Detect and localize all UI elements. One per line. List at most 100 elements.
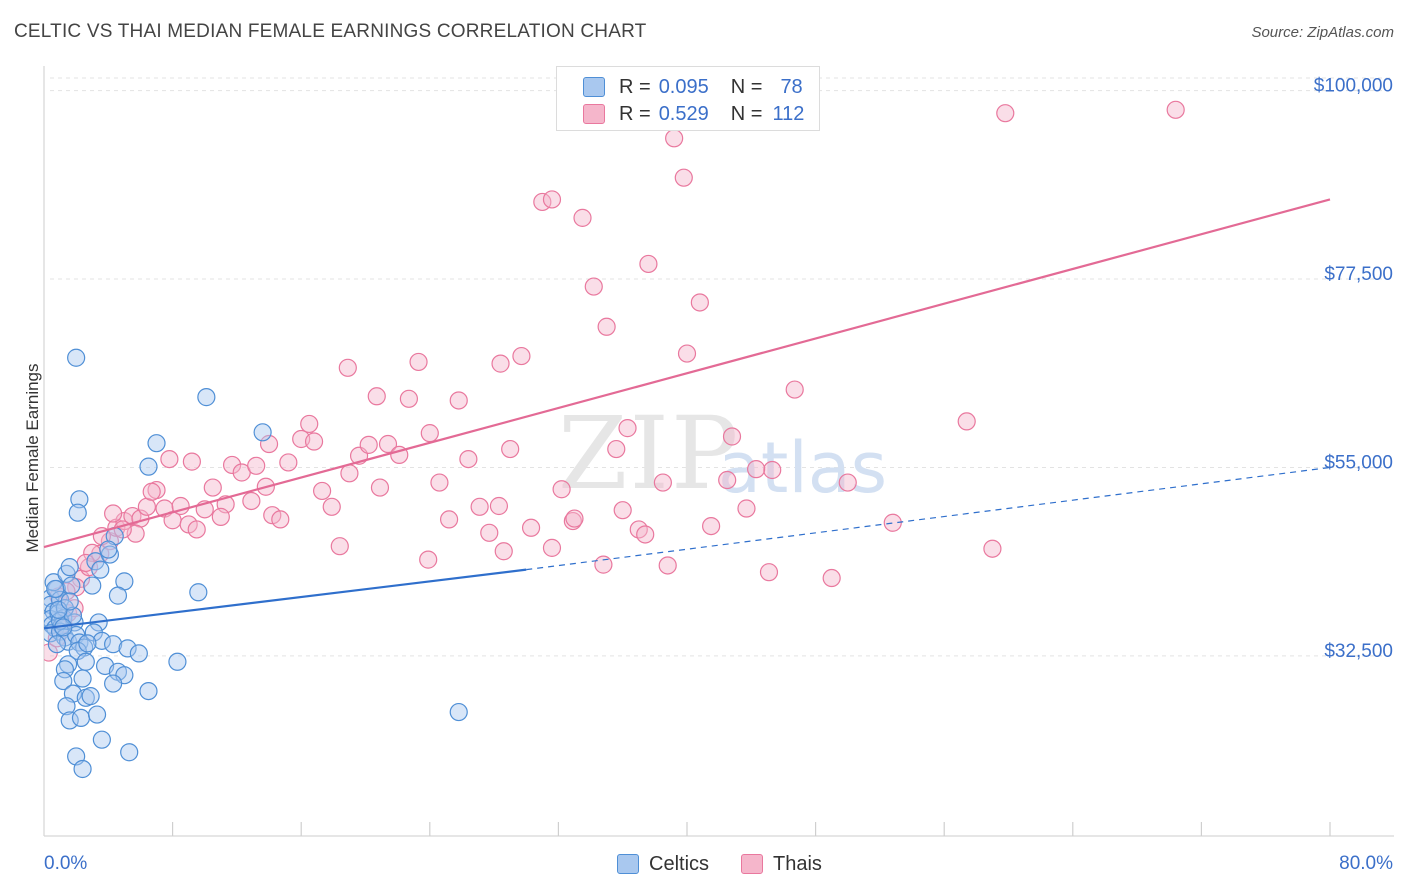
celtics-point [46, 579, 65, 599]
thais-point [658, 556, 677, 575]
thais-point [822, 568, 841, 588]
thais-point [420, 424, 439, 443]
thais-point [607, 439, 626, 459]
celtics-legend-swatch [617, 854, 639, 874]
correlation-legend: R = 0.095 N = 78 R = 0.529 N = 112 [556, 66, 820, 131]
n-label: N = [730, 75, 763, 98]
thais-point [983, 539, 1002, 558]
thais-point [247, 456, 266, 475]
data-points [44, 100, 1185, 779]
celtics-point [92, 730, 111, 749]
thais-point [763, 460, 782, 480]
thais-point [160, 449, 179, 469]
thais-point [470, 497, 489, 516]
celtics-point [47, 635, 66, 654]
celtics-point [60, 711, 79, 730]
legend-row-thais: R = 0.529 N = 112 [583, 102, 804, 126]
thais-point [211, 507, 230, 526]
thais-point [747, 460, 766, 479]
thais-point [639, 254, 658, 274]
thais-point [409, 352, 428, 372]
celtics-point [70, 490, 89, 509]
celtics-point [67, 348, 86, 367]
thais-point [378, 434, 398, 454]
watermark: ZIP atlas [558, 395, 887, 512]
n-label: N = [730, 102, 763, 125]
axis-labels: Median Female Earnings [23, 364, 42, 553]
thais-trend-line [43, 198, 1331, 549]
thais-point [618, 419, 637, 438]
r-label: R = [619, 102, 651, 125]
thais-point [552, 480, 571, 499]
thais-point [338, 358, 357, 377]
celtics-point [59, 655, 78, 674]
celtics-point [73, 759, 92, 779]
celtics-point [118, 639, 137, 658]
trend-lines [43, 198, 1331, 630]
thais-point [759, 563, 779, 582]
thais-point [521, 518, 541, 537]
celtics-point [83, 576, 102, 595]
r-label: R = [619, 75, 651, 98]
n-value: 112 [772, 102, 805, 125]
thais-point [512, 346, 531, 366]
celtics-point [99, 540, 118, 559]
bottom-legend-thais: Thais [741, 852, 822, 876]
thais-point [702, 516, 721, 536]
celtics-point [139, 457, 158, 476]
thais-point [203, 478, 222, 497]
thais-point [674, 168, 693, 187]
thais-point [439, 510, 459, 529]
thais-point [430, 473, 449, 492]
thais-legend-label: Thais [773, 852, 822, 875]
celtics-point [44, 573, 63, 592]
thais-point [322, 497, 341, 516]
watermark-atlas: atlas [718, 427, 887, 509]
thais-point [104, 504, 123, 523]
thais-point [996, 104, 1015, 123]
chart-title: CELTIC VS THAI MEDIAN FEMALE EARNINGS CO… [14, 21, 647, 42]
celtics-point [139, 682, 158, 701]
thais-point [242, 491, 261, 511]
thais-point [182, 452, 201, 471]
thais-point [137, 497, 156, 516]
celtics-point [71, 708, 91, 728]
celtics-trend-line [43, 568, 527, 630]
celtics-point [54, 671, 73, 691]
thais-point [494, 542, 513, 561]
celtics-point [120, 743, 139, 762]
celtics-point [147, 434, 166, 453]
celtics-legend-label: Celtics [649, 852, 710, 875]
r-value: 0.095 [658, 75, 709, 98]
thais-point [838, 473, 857, 492]
y-tick-label: $55,000 [1324, 452, 1393, 473]
celtics-point [92, 631, 111, 650]
thais-point [142, 482, 161, 501]
celtics-swatch [583, 77, 605, 97]
thais-point [419, 550, 438, 569]
celtics-point [104, 674, 123, 693]
thais-point [785, 380, 804, 399]
celtics-point [104, 635, 123, 654]
thais-point [594, 555, 613, 574]
celtics-point [168, 652, 187, 671]
celtics-point [60, 558, 79, 577]
thais-point [542, 538, 562, 557]
celtics-trend-extension [526, 466, 1331, 571]
thais-point [367, 387, 386, 406]
thais-point [399, 389, 419, 408]
thais-point [222, 455, 242, 475]
thais-legend-swatch [741, 854, 763, 874]
thais-point [636, 525, 655, 544]
thais-point [737, 499, 756, 518]
legend-row-celtics: R = 0.095 N = 78 [583, 75, 803, 99]
axes: $32,500 $55,000 $77,500 $100,000 0.0% 80.0% [43, 66, 1394, 874]
thais-point [565, 509, 584, 528]
gridlines [50, 77, 1394, 657]
thais-point [491, 354, 510, 373]
thais-swatch [583, 104, 605, 124]
thais-point [542, 190, 562, 209]
thais-point [613, 501, 632, 520]
celtics-point [76, 652, 95, 671]
